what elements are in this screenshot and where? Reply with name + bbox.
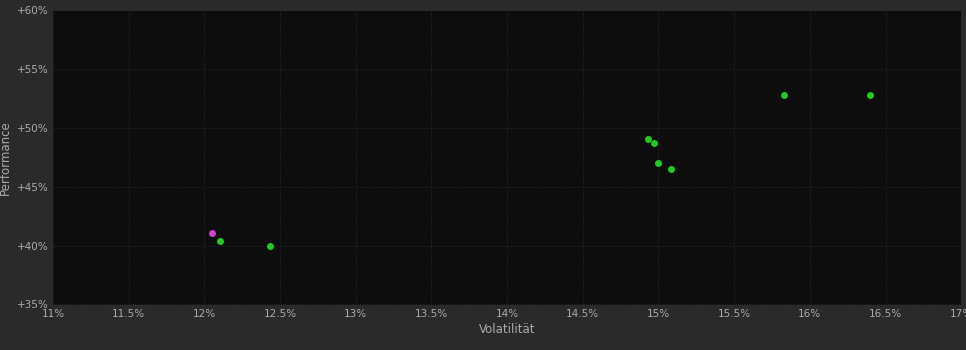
Point (651, 161, 667, 166)
Point (777, 92, 792, 98)
Point (262, 243, 277, 248)
Point (663, 167, 678, 172)
X-axis label: Volatilität: Volatilität (479, 323, 535, 336)
Point (640, 136, 656, 141)
Point (646, 141, 662, 146)
Y-axis label: Performance: Performance (0, 120, 12, 195)
Point (863, 92, 878, 98)
Point (205, 230, 220, 236)
Point (212, 238, 227, 244)
